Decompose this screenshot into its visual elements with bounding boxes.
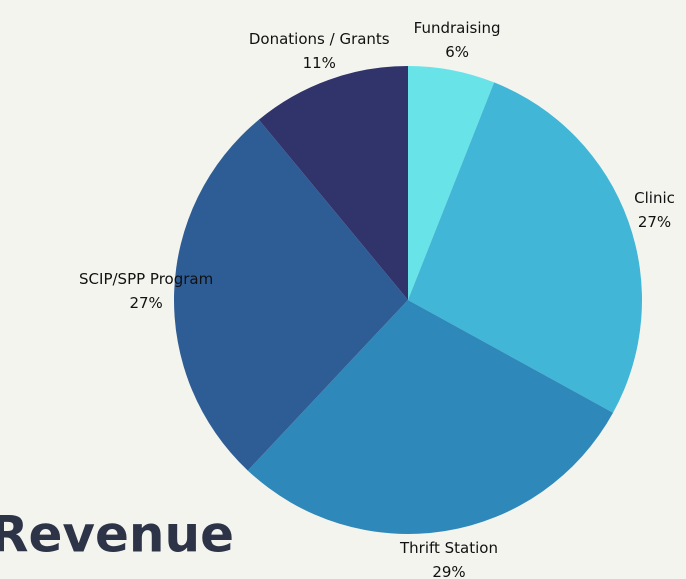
- slice-label: Thrift Station: [399, 539, 498, 557]
- slice-value-label: 6%: [445, 43, 469, 61]
- slice-value-label: 27%: [129, 294, 162, 312]
- pie-slice: [247, 300, 614, 535]
- pie-slice: [408, 82, 643, 413]
- pie-slice: [408, 66, 495, 300]
- slice-label: Clinic: [634, 189, 675, 207]
- slice-label: Donations / Grants: [249, 30, 390, 48]
- slice-label: SCIP/SPP Program: [79, 270, 213, 288]
- slice-value-label: 29%: [432, 563, 465, 579]
- slice-value-label: 27%: [638, 213, 671, 231]
- pie-slice: [173, 119, 408, 471]
- pie-slice: [258, 66, 408, 300]
- slice-value-label: 11%: [303, 54, 336, 72]
- slice-label: Fundraising: [414, 19, 501, 37]
- chart-title: Revenue: [0, 506, 234, 564]
